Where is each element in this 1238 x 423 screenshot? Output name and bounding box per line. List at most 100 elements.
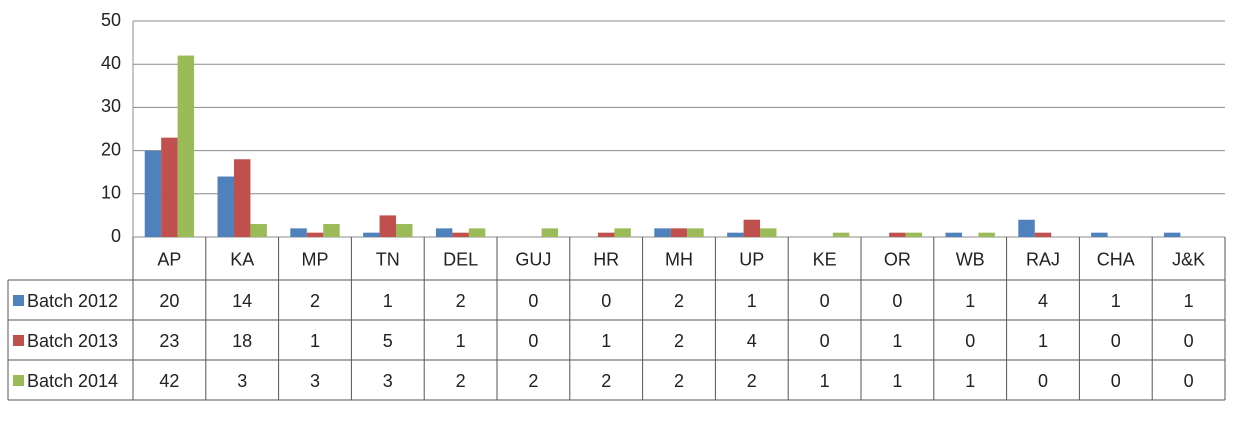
table-value: 1	[601, 331, 611, 351]
table-value: 23	[159, 331, 179, 351]
table-value: 0	[528, 291, 538, 311]
bar	[597, 232, 615, 237]
x-tick-label: UP	[739, 249, 764, 269]
table-value: 0	[528, 331, 538, 351]
legend-label: Batch 2012	[27, 291, 118, 311]
bar	[1034, 232, 1052, 237]
bar	[727, 232, 744, 237]
table-value: 0	[1184, 331, 1194, 351]
table-value: 2	[456, 291, 466, 311]
x-tick-label: WB	[956, 249, 985, 269]
bar	[177, 55, 195, 238]
table-value: 2	[747, 371, 757, 391]
bar	[323, 224, 340, 237]
bar	[541, 228, 559, 237]
x-tick-label: GUJ	[515, 249, 551, 269]
table-value: 0	[965, 331, 975, 351]
table-value: 2	[601, 371, 611, 391]
table-value: 3	[383, 371, 393, 391]
table-value: 14	[232, 291, 252, 311]
table-value: 2	[674, 371, 684, 391]
x-tick-label: HR	[593, 249, 619, 269]
bar	[161, 137, 178, 237]
bar	[978, 232, 995, 237]
bar	[435, 228, 453, 237]
x-tick-label: MH	[665, 249, 693, 269]
bar	[144, 150, 162, 237]
x-tick-label: AP	[157, 249, 181, 269]
bar	[217, 176, 234, 237]
table-value: 1	[892, 371, 902, 391]
legend-swatch	[13, 295, 24, 306]
table-value: 20	[159, 291, 179, 311]
y-tick-label: 20	[101, 139, 121, 159]
x-tick-label: CHA	[1097, 249, 1135, 269]
bar	[468, 228, 486, 237]
y-tick-label: 30	[101, 96, 121, 116]
x-tick-label: J&K	[1172, 249, 1205, 269]
table-value: 5	[383, 331, 393, 351]
table-value: 0	[1184, 371, 1194, 391]
x-tick-label: MP	[302, 249, 329, 269]
bar	[670, 228, 688, 237]
bar	[396, 224, 413, 237]
bar	[687, 228, 704, 237]
bar	[889, 232, 906, 237]
bar	[905, 232, 923, 237]
table-value: 3	[237, 371, 247, 391]
table-value: 0	[1038, 371, 1048, 391]
bar	[614, 228, 631, 237]
table-value: 0	[820, 331, 830, 351]
x-tick-label: OR	[884, 249, 911, 269]
table-value: 1	[383, 291, 393, 311]
table-value: 4	[1038, 291, 1048, 311]
table-value: 2	[528, 371, 538, 391]
legend-swatch	[13, 375, 24, 386]
x-tick-label: DEL	[443, 249, 478, 269]
x-tick-label: KA	[230, 249, 254, 269]
table-value: 4	[747, 331, 757, 351]
table-value: 3	[310, 371, 320, 391]
y-tick-label: 40	[101, 53, 121, 73]
bar	[306, 232, 324, 237]
bar	[1018, 219, 1035, 237]
bar	[233, 159, 251, 237]
bar	[743, 219, 761, 237]
legend-swatch	[13, 335, 24, 346]
x-tick-label: RAJ	[1026, 249, 1060, 269]
table-value: 0	[1111, 371, 1121, 391]
table-value: 18	[232, 331, 252, 351]
table-value: 1	[965, 291, 975, 311]
bar	[363, 232, 380, 237]
table-value: 42	[159, 371, 179, 391]
bar	[379, 215, 397, 237]
table-value: 0	[892, 291, 902, 311]
table-value: 1	[965, 371, 975, 391]
table-value: 2	[456, 371, 466, 391]
bar	[1163, 232, 1181, 237]
bar	[250, 224, 267, 237]
y-tick-label: 10	[101, 183, 121, 203]
table-value: 1	[892, 331, 902, 351]
table-value: 1	[1111, 291, 1121, 311]
x-tick-label: KE	[813, 249, 837, 269]
table-value: 0	[601, 291, 611, 311]
table-value: 1	[1184, 291, 1194, 311]
table-value: 1	[310, 331, 320, 351]
legend-label: Batch 2014	[27, 371, 118, 391]
table-value: 2	[674, 331, 684, 351]
x-tick-label: TN	[376, 249, 400, 269]
bar	[945, 232, 962, 237]
bar	[290, 228, 307, 237]
table-value: 1	[747, 291, 757, 311]
bar	[654, 228, 671, 237]
bar	[1091, 232, 1108, 237]
y-tick-label: 50	[101, 10, 121, 30]
legend-label: Batch 2013	[27, 331, 118, 351]
table-value: 2	[310, 291, 320, 311]
bar	[832, 232, 850, 237]
bar	[452, 232, 469, 237]
table-value: 0	[820, 291, 830, 311]
table-value: 1	[1038, 331, 1048, 351]
